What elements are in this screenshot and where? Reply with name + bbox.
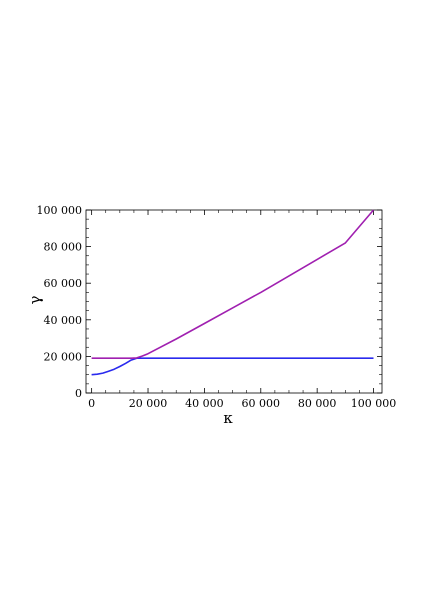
x-tick-label: 20 000	[129, 397, 168, 410]
y-axis-label: γ	[26, 295, 44, 304]
y-tick-label: 100 000	[37, 204, 83, 217]
y-tick-label: 80 000	[44, 241, 83, 254]
x-axis-label: κ	[223, 409, 233, 427]
series-line-2	[91, 209, 375, 360]
y-tick-label: 40 000	[44, 314, 83, 327]
y-tick-label: 0	[75, 387, 82, 400]
series-line-1	[91, 357, 374, 376]
x-tick-label: 0	[88, 397, 95, 410]
x-tick-label: 100 000	[351, 397, 397, 410]
x-tick-label: 80 000	[298, 397, 337, 410]
tick-marks	[86, 209, 382, 394]
plot-frame	[85, 209, 383, 394]
y-tick-label: 20 000	[44, 350, 83, 363]
x-tick-labels: 0 20 000 40 000 60 000 80 000 100 000	[88, 397, 396, 410]
x-tick-label: 60 000	[242, 397, 281, 410]
series-lines	[91, 209, 375, 376]
x-tick-label: 40 000	[185, 397, 224, 410]
y-tick-labels: 0 20 000 40 000 60 000 80 000 100 000	[37, 204, 83, 400]
y-tick-label: 60 000	[44, 277, 83, 290]
